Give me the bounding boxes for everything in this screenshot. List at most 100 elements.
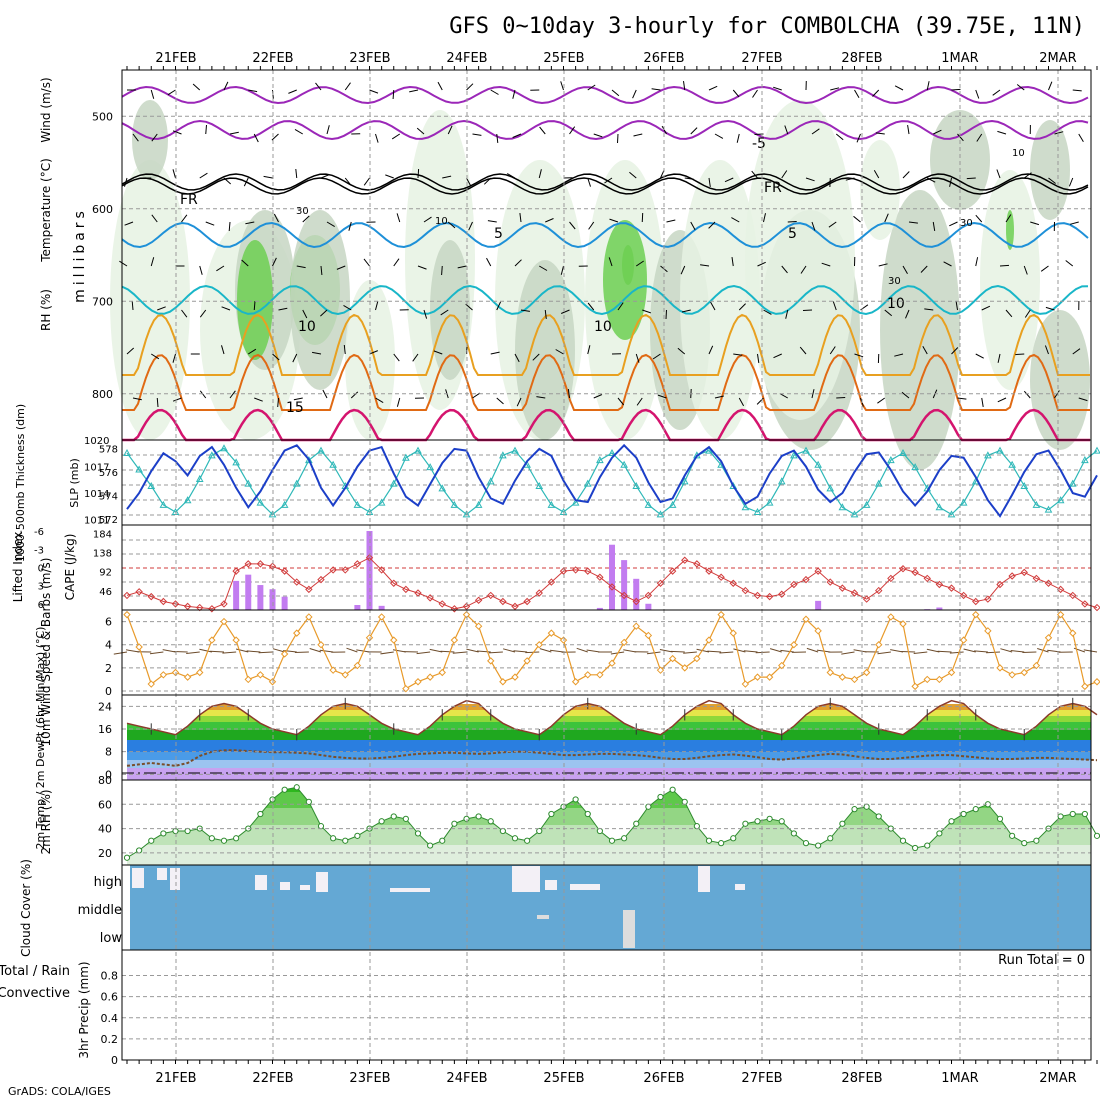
lifted-index-marker [196, 603, 204, 612]
wind-barb [1083, 649, 1098, 653]
wind-barb [593, 394, 603, 399]
date-label-bottom: 2MAR [1039, 1071, 1076, 1086]
wind-barb [932, 221, 936, 231]
wind-barb [396, 213, 401, 223]
lifted-index-marker [293, 578, 301, 586]
thickness-axis-label: 1000-500mb Thickness (dm) [14, 404, 27, 562]
contour-label: 10 [435, 216, 448, 227]
thickness-marker [244, 479, 253, 487]
wind-barb [829, 346, 836, 355]
wind-barb [708, 85, 718, 91]
wind-speed-marker [584, 671, 592, 679]
wind-barb [781, 265, 788, 274]
lifted-index-marker [244, 560, 252, 568]
wind-barb [1045, 306, 1055, 311]
wind-barb [1073, 647, 1086, 653]
wind-barb [483, 177, 492, 185]
wind-speed-marker [402, 684, 410, 693]
wind-barb [348, 221, 352, 231]
wind-barb [587, 302, 595, 311]
cape-bar [609, 544, 615, 610]
lifted-index-marker [996, 580, 1004, 589]
rh-marker [511, 835, 519, 842]
lifted-index-marker [923, 574, 931, 583]
date-label-top: 26FEB [643, 51, 684, 66]
temperature-contour [122, 313, 1090, 376]
rh-tick: 40 [98, 823, 112, 836]
wind-barb [538, 169, 542, 179]
wind-barb [802, 309, 813, 311]
wind-barb [755, 651, 770, 654]
rh-marker [778, 818, 785, 825]
wind-barb [845, 177, 855, 181]
wind-barb [221, 306, 231, 311]
wind-barb [186, 651, 200, 654]
lifted-index-marker [596, 573, 604, 581]
date-label-top: 22FEB [252, 51, 293, 66]
contour-label: FR [764, 180, 782, 196]
temp-band [127, 760, 1091, 768]
lifted-index-marker [341, 566, 349, 574]
wind-barb [805, 177, 815, 182]
wind-barb [975, 214, 983, 223]
wind-barb [901, 391, 910, 399]
cape-bar [378, 605, 385, 610]
wind-speed-marker [717, 610, 725, 619]
temp-band [127, 730, 1091, 740]
slp-axis-label: SLP (mb) [68, 458, 81, 508]
wind-barb [569, 221, 576, 230]
wind-barb [441, 265, 443, 276]
rh-marker [208, 835, 215, 842]
date-label-bottom: 25FEB [543, 1071, 584, 1086]
wind-barb [124, 221, 134, 226]
wind-barb [199, 390, 207, 399]
thickness-marker [1068, 479, 1077, 487]
wind-barb [254, 397, 263, 402]
cape-bar [281, 596, 288, 610]
wind-barb [320, 309, 328, 317]
wind-barb [957, 133, 964, 142]
contour-label: 10 [1012, 148, 1025, 159]
wind-barb [611, 89, 620, 97]
rh-marker [148, 837, 155, 844]
wind-speed-marker [1032, 661, 1041, 670]
lifted-index-marker [814, 567, 822, 575]
thickness-marker [135, 465, 143, 473]
thickness-marker [1093, 446, 1100, 454]
wind-barb [1048, 81, 1053, 91]
wind-barb [763, 213, 766, 223]
wind-speed-marker [814, 627, 822, 635]
lifted-index-marker [632, 597, 640, 606]
date-label-top: 24FEB [446, 51, 487, 66]
wind-barb [975, 353, 984, 359]
rh-band [127, 787, 1091, 792]
lifted-index-tick: 0 [38, 564, 44, 575]
wind-barb [150, 257, 155, 267]
thickness-line [126, 447, 1098, 516]
lifted-index-marker [305, 585, 313, 594]
lifted-index-marker [947, 584, 956, 592]
wind-barb [853, 215, 861, 223]
wind-barb [981, 397, 984, 407]
wind-barb [205, 221, 215, 226]
cloud-clear-gap [512, 866, 540, 892]
wind-barb [514, 259, 522, 267]
rh-region [1030, 120, 1070, 220]
wind-barb [951, 347, 959, 355]
wind-barb [561, 309, 570, 314]
rh-marker [330, 835, 337, 842]
wind-barb [835, 133, 844, 141]
wind-barb [905, 309, 910, 319]
wind-barb [719, 651, 734, 654]
thickness-marker [596, 456, 604, 464]
rh-marker [960, 810, 967, 818]
wind-barb [312, 351, 322, 355]
thickness-marker [874, 479, 883, 487]
wind-barb [263, 175, 273, 179]
wind-speed-tick: 0 [105, 685, 112, 698]
thickness-marker [462, 510, 471, 518]
wind-barb [1005, 214, 1012, 223]
wind-speed-marker [911, 682, 919, 691]
wind-barb [409, 89, 419, 93]
lifted-index-marker [911, 568, 919, 577]
